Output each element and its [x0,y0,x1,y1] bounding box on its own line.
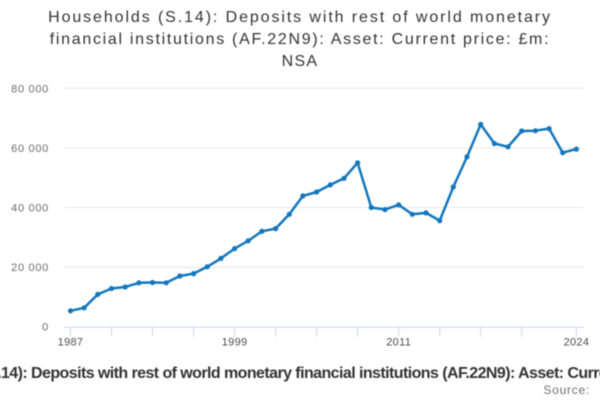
svg-text:0: 0 [42,322,49,334]
svg-text:40 000: 40 000 [11,202,49,214]
svg-text:20 000: 20 000 [11,262,49,274]
svg-text:60 000: 60 000 [11,143,49,155]
svg-text:80 000: 80 000 [11,83,49,95]
svg-text:1987: 1987 [58,337,84,349]
svg-text:1999: 1999 [222,337,248,349]
svg-text:2011: 2011 [386,337,411,349]
svg-text:2024: 2024 [564,337,590,349]
